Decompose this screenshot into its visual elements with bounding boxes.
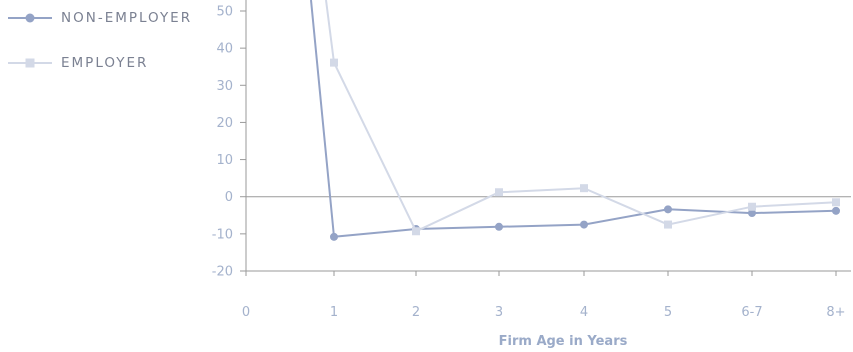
legend-swatch-circle [8,13,52,23]
legend-label: NON-EMPLOYER [61,10,193,26]
data-point[interactable] [748,209,756,218]
x-tick-label: 0 [242,305,250,320]
data-point[interactable] [495,222,503,231]
data-point[interactable] [330,58,338,67]
y-tick-label: -10 [212,227,233,242]
series-line [310,0,837,238]
data-point[interactable] [495,188,503,197]
x-tick-label: 1 [330,305,338,320]
data-point[interactable] [832,198,840,207]
data-point[interactable] [412,227,420,236]
data-point[interactable] [664,205,672,214]
data-point[interactable] [832,206,840,215]
series-non-employer [310,0,840,241]
y-tick-label: 10 [216,153,233,168]
x-tick-label: 6-7 [741,305,762,320]
legend-item-non-employer[interactable]: NON-EMPLOYER [8,8,192,28]
x-tick-label: 3 [495,305,503,320]
data-point[interactable] [580,220,588,229]
x-tick-label: 4 [580,305,588,320]
series-employer [325,0,840,236]
y-tick-label: -20 [212,265,233,280]
data-point[interactable] [748,202,756,211]
x-tick-label: 2 [412,305,420,320]
y-tick-label: 20 [216,116,233,131]
x-tick-label: 5 [664,305,672,320]
x-tick-label: 8+ [826,305,845,320]
series-layer [310,0,840,241]
legend-item-employer[interactable]: EMPLOYER [8,53,192,73]
legend: NON-EMPLOYER EMPLOYER [8,8,192,98]
data-point[interactable] [580,184,588,193]
data-point[interactable] [330,232,338,241]
y-tick-label: 40 [216,42,233,57]
series-line [325,0,837,233]
x-axis: 0 1 2 3 4 5 6-7 8+ [242,270,851,320]
y-tick-label: 30 [216,79,233,94]
y-tick-label: 50 [216,5,233,20]
y-axis: 50 40 30 20 10 0 -10 -20 [212,0,247,280]
legend-swatch-square [8,58,52,68]
y-tick-label: 0 [225,190,233,205]
legend-label: EMPLOYER [61,55,149,71]
data-point[interactable] [664,220,672,229]
x-axis-title: Firm Age in Years [499,334,628,349]
